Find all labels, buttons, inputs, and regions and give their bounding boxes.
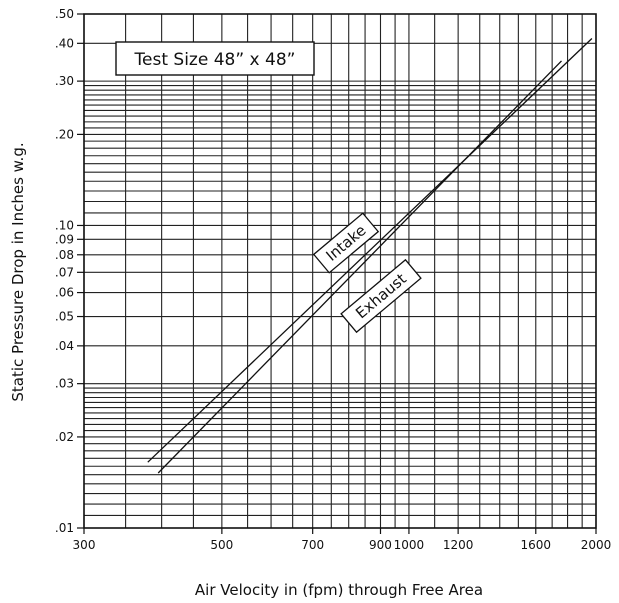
y-tick-label: .01 [55, 521, 74, 535]
y-tick-label: .05 [55, 310, 74, 324]
series-line-intake [147, 38, 593, 463]
grid-lines [83, 13, 597, 529]
y-axis-ticks: .01 .02 .03 .04 .05 .06 .07 .08 .09.10 .20 .30 .40.… [55, 7, 84, 535]
annotation-text: Test Size 48” x 48” [134, 50, 296, 70]
y-tick-label: .40 [55, 36, 74, 50]
x-tick-label: 500 [210, 538, 233, 552]
series-lines [147, 38, 593, 474]
y-tick-label: .02 [55, 430, 74, 444]
y-tick-label: .50 [55, 7, 74, 21]
y-tick-label: .07 [55, 265, 74, 279]
x-tick-label: 700 [301, 538, 324, 552]
x-tick-label: 1200 [443, 538, 474, 552]
annotation-box [115, 41, 315, 76]
x-tick-label: 1000 [394, 538, 425, 552]
y-tick-label: .06 [55, 286, 74, 300]
series-label-box [340, 258, 422, 334]
plot-frame [83, 13, 597, 529]
y-tick-label: .03 [55, 377, 74, 391]
test-size-annotation: Test Size 48” x 48” [115, 41, 315, 76]
x-tick-label: 2000 [581, 538, 612, 552]
series-label-box [312, 212, 380, 274]
y-tick-label: .10 [55, 218, 74, 232]
x-tick-label: 1600 [521, 538, 552, 552]
y-tick-label: .04 [55, 339, 74, 353]
y-tick-label: .30 [55, 74, 74, 88]
x-axis-ticks: 300 500 700 900 1000 1200 1600 2000 [73, 528, 612, 552]
series-label-intake: Intake [312, 212, 380, 274]
x-tick-label: 900 [369, 538, 392, 552]
x-axis-title: Air Velocity in (fpm) through Free Area [195, 581, 483, 599]
x-tick-label: 300 [73, 538, 96, 552]
y-tick-label: .08 [55, 248, 74, 262]
y-tick-label: .20 [55, 127, 74, 141]
y-tick-label: .09 [55, 232, 74, 246]
series-line-exhaust [157, 60, 562, 474]
y-axis-title: Static Pressure Drop in Inches w.g. [9, 142, 27, 401]
